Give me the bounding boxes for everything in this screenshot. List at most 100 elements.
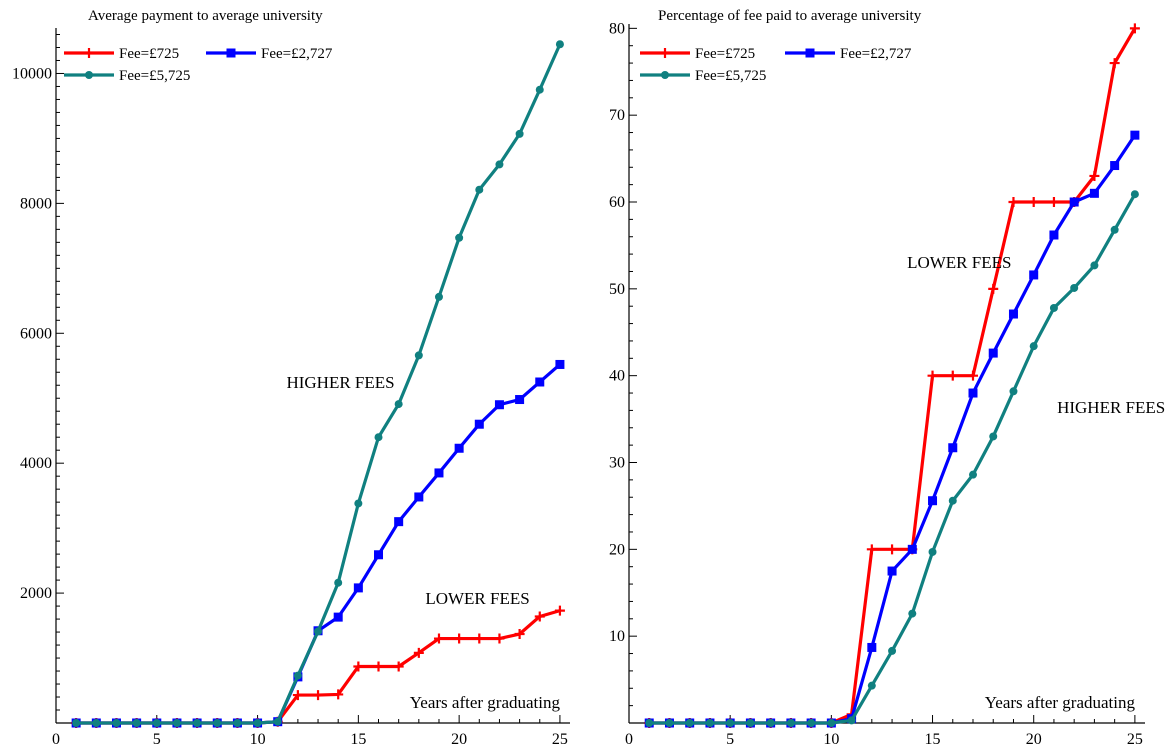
y-tick-label: 10 (609, 628, 625, 645)
chart-title: Average payment to average university (88, 8, 323, 24)
data-point (827, 719, 836, 727)
data-point (1090, 261, 1099, 270)
data-point (948, 496, 957, 505)
data-point (887, 544, 898, 555)
data-point (847, 716, 856, 725)
data-point (1008, 197, 1019, 208)
data-point (313, 690, 324, 701)
data-point (887, 566, 897, 576)
data-point (414, 351, 423, 360)
data-point (928, 547, 937, 556)
legend-entry: Fee=£5,725 (64, 68, 190, 84)
data-point (1008, 309, 1018, 319)
x-tick-label: 5 (153, 731, 161, 748)
data-point (475, 185, 484, 194)
data-point (685, 719, 694, 727)
legend: Fee=£725 Fee=£2,727 Fee=£5,725 (64, 46, 333, 84)
data-point (1049, 303, 1058, 312)
data-point (947, 370, 958, 381)
y-tick-label: 20 (609, 541, 625, 558)
data-point (213, 719, 222, 727)
data-point (394, 400, 403, 409)
y-tick-label: 80 (609, 20, 625, 37)
data-point (474, 419, 484, 429)
series-2 (71, 359, 565, 728)
legend-entry: Fee=£2,727 (785, 46, 912, 62)
data-point (434, 292, 443, 301)
data-point (746, 719, 755, 727)
data-point (1129, 23, 1140, 34)
data-point (535, 85, 544, 94)
legend-marker (85, 71, 93, 79)
annotation-label: HIGHER FEES (1057, 398, 1165, 417)
data-point (333, 612, 343, 622)
legend-entry: Fee=£725 (64, 46, 179, 62)
data-point (928, 496, 938, 506)
legend: Fee=£725 Fee=£2,727 Fee=£5,725 (640, 46, 912, 84)
data-point (1049, 230, 1059, 240)
data-point (1130, 190, 1139, 199)
data-point (1029, 342, 1038, 351)
data-point (968, 388, 978, 398)
data-point (1110, 161, 1120, 171)
data-point (393, 661, 404, 672)
series-2 (644, 130, 1140, 728)
data-point (908, 609, 917, 618)
data-point (866, 544, 877, 555)
data-point (867, 681, 876, 690)
data-point (867, 642, 877, 652)
x-tick-label: 15 (350, 731, 366, 748)
x-tick-label: 0 (625, 731, 633, 748)
chart-title: Percentage of fee paid to average univer… (658, 8, 922, 24)
data-point (373, 661, 384, 672)
legend-label: Fee=£5,725 (119, 68, 190, 84)
data-point (1109, 58, 1120, 69)
data-point (1048, 197, 1059, 208)
x-tick-label: 25 (552, 731, 568, 748)
data-point (455, 233, 464, 242)
annotation-label: LOWER FEES (425, 589, 529, 608)
data-point (1009, 387, 1018, 396)
y-tick-label: 50 (609, 281, 625, 298)
data-point (534, 611, 545, 622)
data-point (413, 647, 424, 658)
y-tick-label: 30 (609, 455, 625, 472)
data-point (434, 468, 444, 478)
legend-entry: Fee=£2,727 (206, 46, 333, 62)
series-3 (72, 40, 564, 727)
data-point (786, 719, 795, 727)
data-point (334, 578, 343, 587)
data-point (333, 689, 344, 700)
data-point (414, 492, 424, 502)
x-axis-annotation: Years after graduating (985, 693, 1136, 712)
series-line (649, 27, 1137, 725)
data-point (292, 690, 303, 701)
data-point (374, 550, 384, 560)
x-tick-label: 0 (52, 731, 60, 748)
y-tick-label: 10000 (12, 65, 52, 82)
data-point (273, 717, 282, 726)
data-point (253, 719, 262, 727)
data-point (314, 627, 323, 636)
series-line (649, 193, 1137, 725)
data-point (494, 400, 504, 410)
series-line (649, 134, 1137, 725)
data-point (353, 583, 363, 593)
x-axis-annotation: Years after graduating (410, 693, 561, 712)
series-3 (645, 190, 1139, 727)
data-point (72, 719, 81, 727)
data-point (535, 377, 545, 387)
data-point (433, 633, 444, 644)
data-point (555, 359, 565, 369)
data-point (112, 719, 121, 727)
data-point (948, 443, 958, 453)
data-point (988, 348, 998, 358)
data-point (907, 544, 917, 554)
legend-label: Fee=£725 (119, 46, 179, 62)
data-point (988, 283, 999, 294)
data-point (665, 719, 674, 727)
data-point (1110, 225, 1119, 234)
data-point (454, 633, 465, 644)
data-point (514, 629, 525, 640)
chart-panel-1: 0 5 10 15 20 25 2000 4000 6000 8000 10000 Average p… (12, 8, 570, 748)
